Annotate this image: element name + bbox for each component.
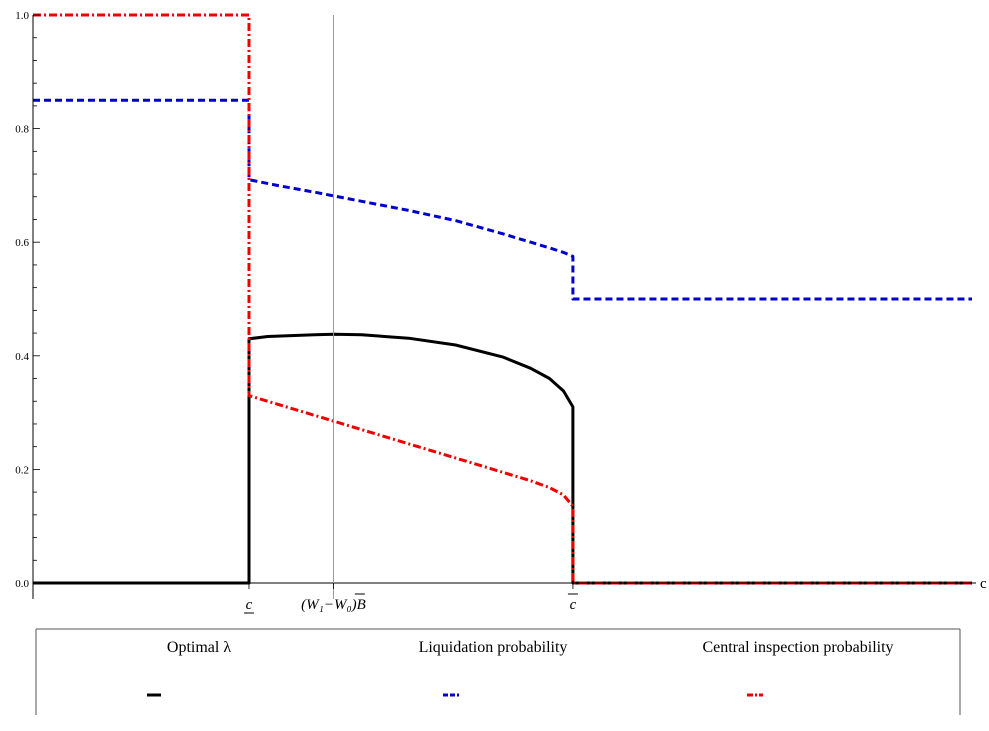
y-tick-label: 0.6 — [15, 237, 29, 249]
series-line-2 — [33, 98, 972, 301]
axes: 0.0 0.2 0.4 0.6 0.8 1.0 c (W₁−W₀)B c c — [15, 10, 987, 614]
y-tick-label: 0.2 — [15, 464, 29, 476]
y-tick-label: 0.8 — [15, 124, 29, 136]
plot-area — [33, 13, 972, 585]
x-axis-label: c — [980, 576, 987, 592]
x-special-label: (W₁−W₀)B — [301, 597, 366, 613]
y-tick-label: 1.0 — [15, 10, 29, 22]
y-tick-label: 0.0 — [15, 578, 29, 590]
series-line-3 — [33, 13, 972, 585]
y-tick-label: 0.4 — [15, 351, 29, 363]
legend-label: Central inspection probability — [702, 639, 893, 656]
legend-label: Liquidation probability — [419, 639, 568, 656]
legend: Optimal λ Liquidation probability Central … — [35, 628, 961, 715]
legend-label: Optimal λ — [167, 639, 231, 656]
x-special-label: c — [570, 597, 577, 613]
series-line-1 — [33, 332, 972, 585]
x-special-label: c — [246, 597, 253, 613]
